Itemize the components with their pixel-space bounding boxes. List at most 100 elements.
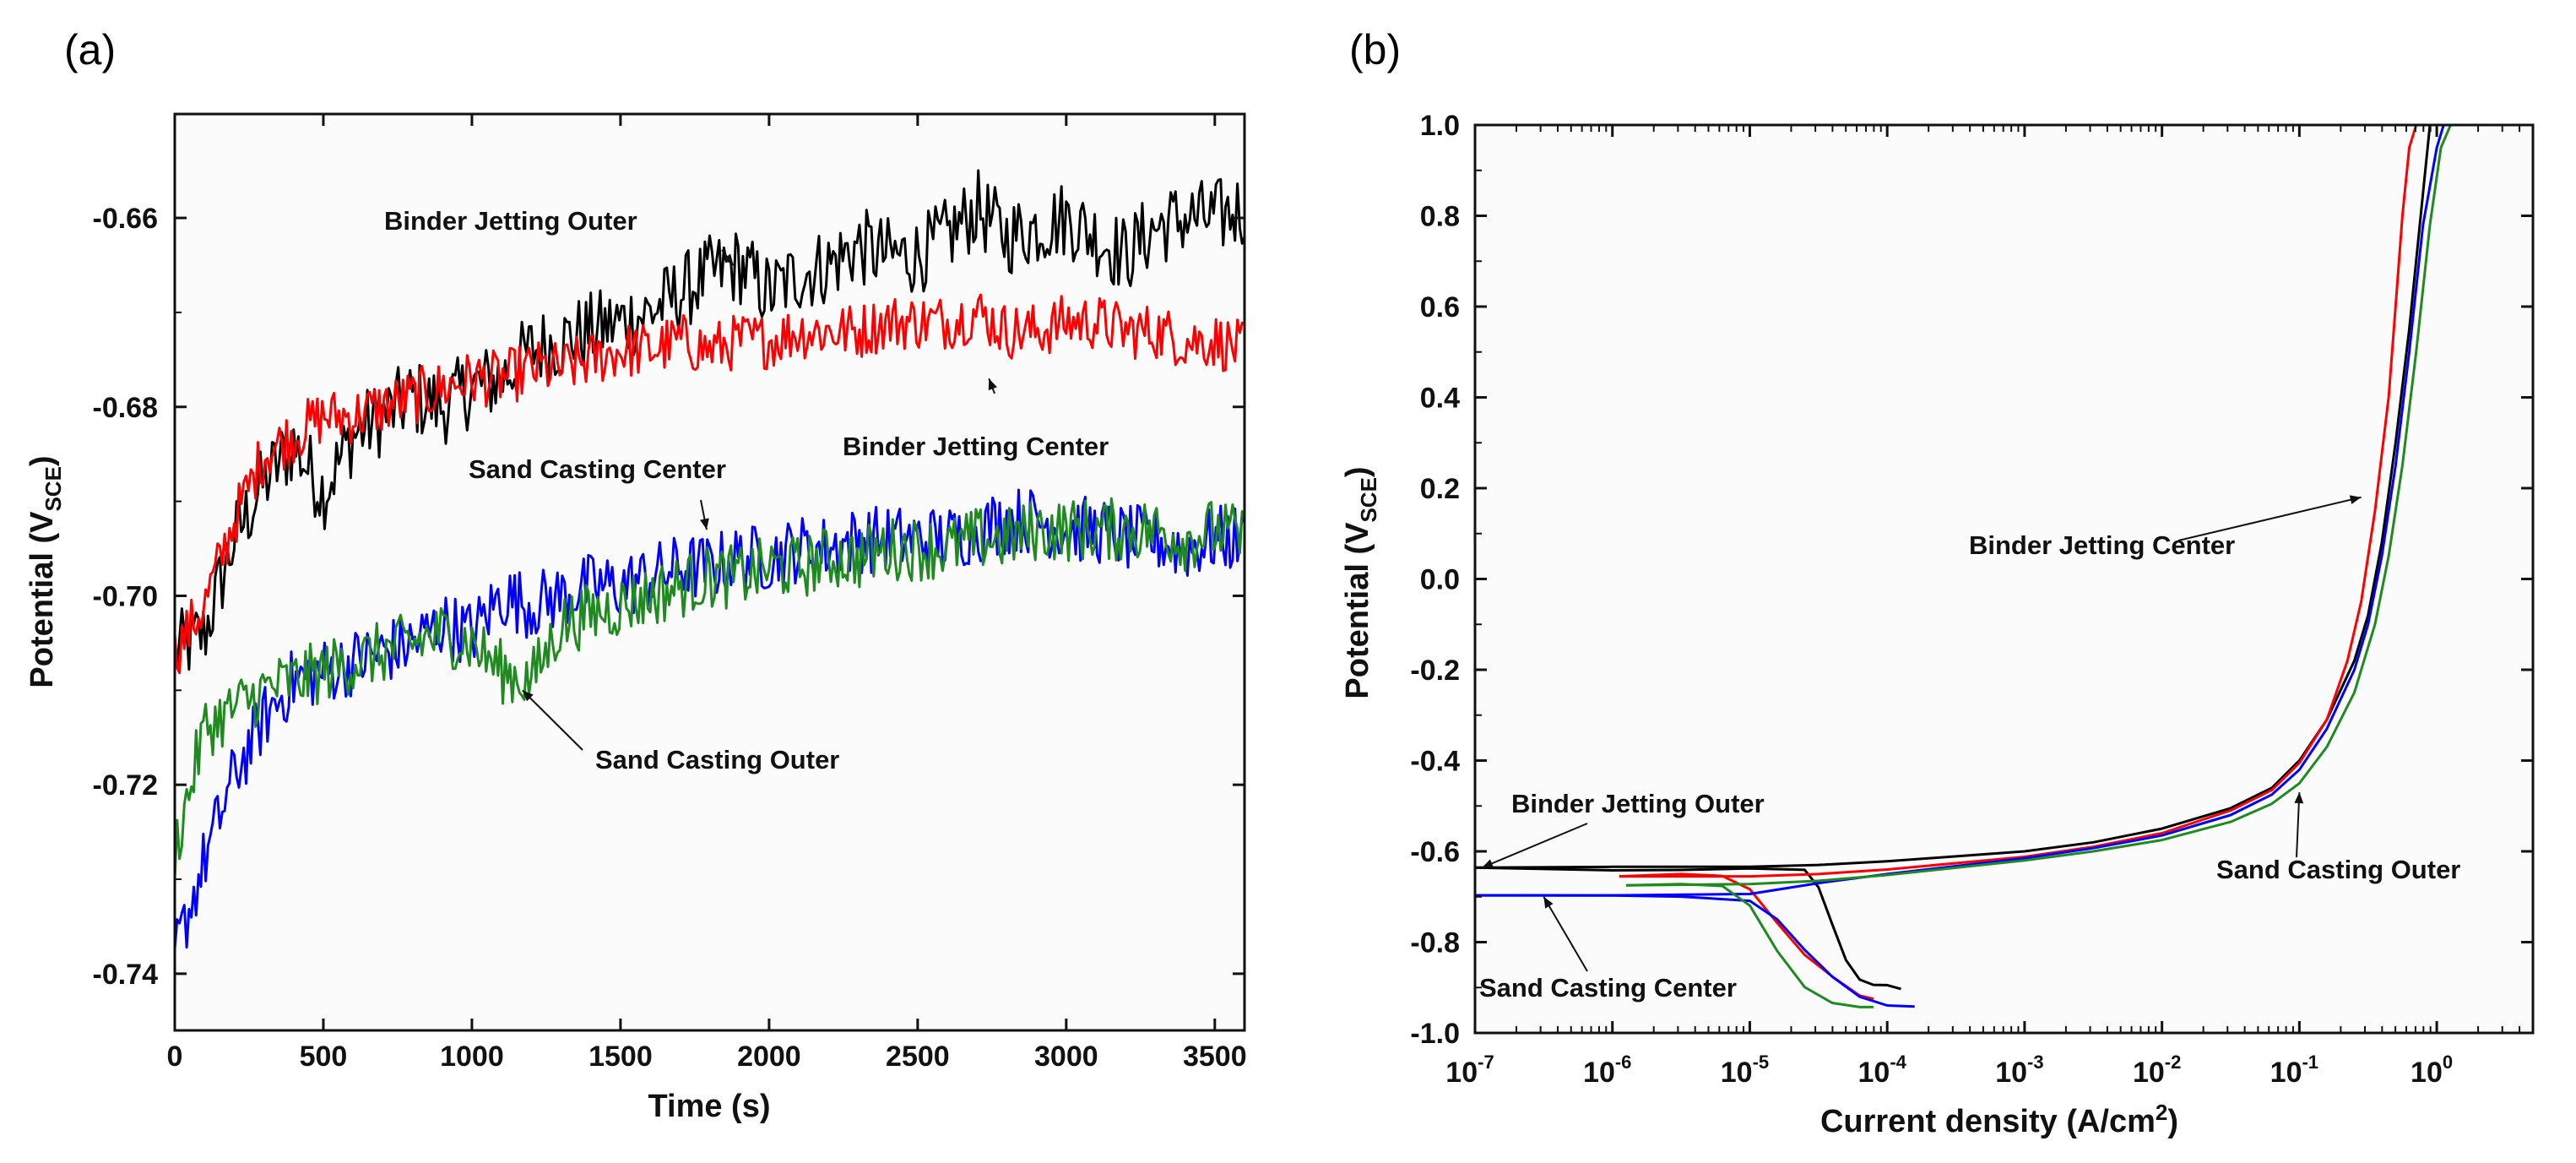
panel-a-annotation-binder-jetting-center: Binder Jetting Center	[843, 432, 1109, 461]
panel-b-y-axis-title-main: Potential (V	[1340, 522, 1375, 699]
panel-b-x-tick-label-base: 10	[2133, 1057, 2165, 1089]
panel-a-annotation-binder-jetting-outer: Binder Jetting Outer	[384, 206, 637, 236]
panel-a-x-tick-label: 500	[300, 1041, 348, 1073]
panel-b-annotation-arrowhead	[2294, 792, 2304, 804]
panel-b-y-tick-label: 0.8	[1420, 201, 1460, 233]
panel-a-annotation-sand-casting-center: Sand Casting Center	[469, 454, 726, 484]
panel-b-series-binder-jetting-outer	[1474, 124, 2432, 991]
panel-b-x-tick-label-exponent: -7	[1478, 1052, 1494, 1073]
panel-a-annotation-sand-casting-outer: Sand Casting Outer	[595, 745, 839, 774]
panel-b-x-axis-title: Current density (A/cm2)	[1820, 1100, 2178, 1139]
panel-b-y-tick-label: 0.6	[1420, 291, 1460, 323]
panel-a-y-axis-title-main: Potential (V	[24, 511, 60, 688]
panel-b-annotations: Binder Jetting Outer Binder Jetting Cente…	[1479, 495, 2460, 1003]
panel-a-x-axis-title: Time (s)	[648, 1089, 770, 1124]
panel-b-x-tick-label-base: 10	[2270, 1057, 2302, 1089]
panel-a-annotation-arrowhead	[988, 378, 997, 391]
panel-a-x-tick-label: 0	[167, 1041, 183, 1073]
panel-b-x-tick-label-base: 10	[1583, 1057, 1615, 1089]
panel-b-x-axis-title-main: Current density (A/cm	[1820, 1104, 2156, 1139]
panel-a-y-tick-label: -0.66	[93, 203, 159, 235]
panel-a-x-tick-label: 1000	[440, 1041, 504, 1073]
panel-b-annotation-binder-jetting-outer: Binder Jetting Outer	[1511, 789, 1765, 818]
panel-b-y-tick-label: 0.0	[1420, 564, 1460, 596]
panel-b-annotation-sand-casting-center: Sand Casting Center	[1479, 973, 1737, 1003]
panel-b-x-tick-label: 10-7	[1445, 1052, 1494, 1089]
panel-b-series-sand-casting-center	[1474, 124, 2445, 1008]
panel-b-x-tick-label-exponent: -6	[1615, 1052, 1632, 1073]
panel-b-y-axis-title: Potential (VSCE)	[1340, 466, 1381, 698]
panel-a-annotation-arrowhead	[522, 690, 534, 702]
panel-b-y-tick-label: -1.0	[1410, 1018, 1460, 1050]
panel-b-x-tick-label-base: 10	[1721, 1057, 1753, 1089]
panel-b-label: (b)	[1349, 26, 1401, 73]
panel-a-annotation-arrow	[522, 689, 583, 751]
panel-b-anodic-branch	[1475, 124, 2445, 897]
panel-b-x-tick-label-exponent: -4	[1890, 1052, 1906, 1073]
panel-b-annotation-sand-casting-outer: Sand Casting Outer	[2216, 855, 2460, 884]
panel-b-x-tick-label: 10-6	[1583, 1052, 1631, 1089]
panel-a-x-tick-label: 1500	[588, 1041, 653, 1073]
panel-a-x-tick-label: 3500	[1183, 1041, 1247, 1073]
panel-b-y-axis-title-end: )	[1340, 466, 1375, 477]
panel-a-series-sand-casting-outer	[173, 497, 1246, 879]
panel-a-annotations: Binder Jetting Outer Binder Jetting Cente…	[384, 206, 1109, 774]
panel-b-x-tick-label-exponent: -2	[2165, 1052, 2182, 1073]
panel-a-series-binder-jetting-center	[173, 293, 1245, 675]
panel-b-y-tick-label: -0.8	[1410, 927, 1460, 959]
panel-b-annotation-binder-jetting-center: Binder Jetting Center	[1969, 530, 2235, 560]
panel-b-anodic-branch	[1474, 124, 2432, 869]
panel-b-annotation-arrow	[1543, 896, 1588, 972]
panel-b-annotation-arrow	[2177, 496, 2362, 541]
panel-b-y-tick-label: -0.4	[1410, 746, 1460, 778]
panel-b-plot-area	[1475, 125, 2533, 1033]
panel-b-x-tick-label: 10-2	[2133, 1052, 2181, 1089]
panel-b-anodic-branch	[1625, 124, 2452, 887]
panel-a-y-tick-label: -0.74	[93, 959, 159, 991]
panel-a-y-tick-label: -0.72	[93, 769, 159, 802]
panel-a-x-tick-label: 2000	[737, 1041, 801, 1073]
panel-b-y-tick-label: 0.2	[1420, 473, 1460, 505]
panel-b-x-axis-title-sup: 2	[2156, 1100, 2167, 1125]
panel-b-series-sand-casting-outer	[1625, 124, 2452, 1008]
panel-a-y-ticks: -0.74 -0.72 -0.70 -0.68 -0.66	[93, 203, 1245, 991]
panel-a-y-axis-title: Potential (VSCE)	[24, 455, 66, 687]
panel-b-x-tick-label-base: 10	[2411, 1057, 2443, 1089]
panel-b-y-ticks: -1.0 -0.8 -0.6 -0.4 -0.2 0.0 0.2 0.4 0.6 0.8 1.0	[1410, 110, 2533, 1050]
panel-b: (b) Binder Jetting Outer Binder Jetting C…	[1340, 26, 2535, 1139]
panel-a-annotation-arrowhead	[700, 518, 709, 530]
panel-b-y-tick-label: 1.0	[1420, 110, 1460, 142]
panel-b-x-tick-label-exponent: -5	[1753, 1052, 1770, 1073]
panel-b-anodic-branch	[1619, 124, 2418, 878]
panel-b-x-tick-label-exponent: 0	[2443, 1052, 2453, 1073]
panel-a: (a) Binder Jetting Outer Binder Jetting C…	[24, 26, 1247, 1124]
panel-b-x-tick-label-exponent: -1	[2302, 1052, 2318, 1073]
panel-b-x-tick-label: 10-4	[1857, 1052, 1906, 1089]
panel-b-series-group	[1474, 124, 2452, 1008]
panel-a-y-tick-label: -0.68	[93, 392, 159, 424]
panel-a-y-tick-label: -0.70	[93, 580, 159, 612]
panel-a-series-group	[173, 169, 1246, 949]
panel-b-y-axis-title-sub: SCE	[1356, 477, 1381, 522]
panel-a-label: (a)	[64, 26, 116, 73]
panel-b-annotation-arrowhead	[2349, 495, 2362, 505]
panel-b-x-tick-label-base: 10	[1995, 1057, 2027, 1089]
panel-a-x-tick-label: 2500	[886, 1041, 950, 1073]
panel-b-x-tick-label: 10-3	[1995, 1052, 2043, 1089]
panel-a-x-tick-label: 3000	[1034, 1041, 1098, 1073]
panel-a-y-axis-title-sub: SCE	[41, 466, 66, 511]
panel-a-annotation-arrowhead	[723, 253, 734, 265]
panel-b-y-tick-label: 0.4	[1420, 383, 1460, 415]
panel-b-x-tick-label: 100	[2411, 1052, 2453, 1089]
panel-b-x-tick-label-exponent: -3	[2027, 1052, 2044, 1073]
panel-b-x-axis-title-end: )	[2167, 1104, 2178, 1139]
panel-a-y-axis-title-end: )	[24, 455, 60, 466]
panel-b-annotation-arrowhead	[1482, 859, 1494, 868]
panel-a-frame	[173, 112, 1246, 1032]
panel-b-annotation-arrowhead	[1543, 896, 1554, 909]
panel-b-y-tick-label: -0.6	[1410, 836, 1460, 868]
panel-b-x-tick-label: 10-1	[2270, 1052, 2318, 1089]
panel-b-cathodic-branch	[1474, 866, 1901, 991]
panel-b-x-tick-label-base: 10	[1857, 1057, 1890, 1089]
